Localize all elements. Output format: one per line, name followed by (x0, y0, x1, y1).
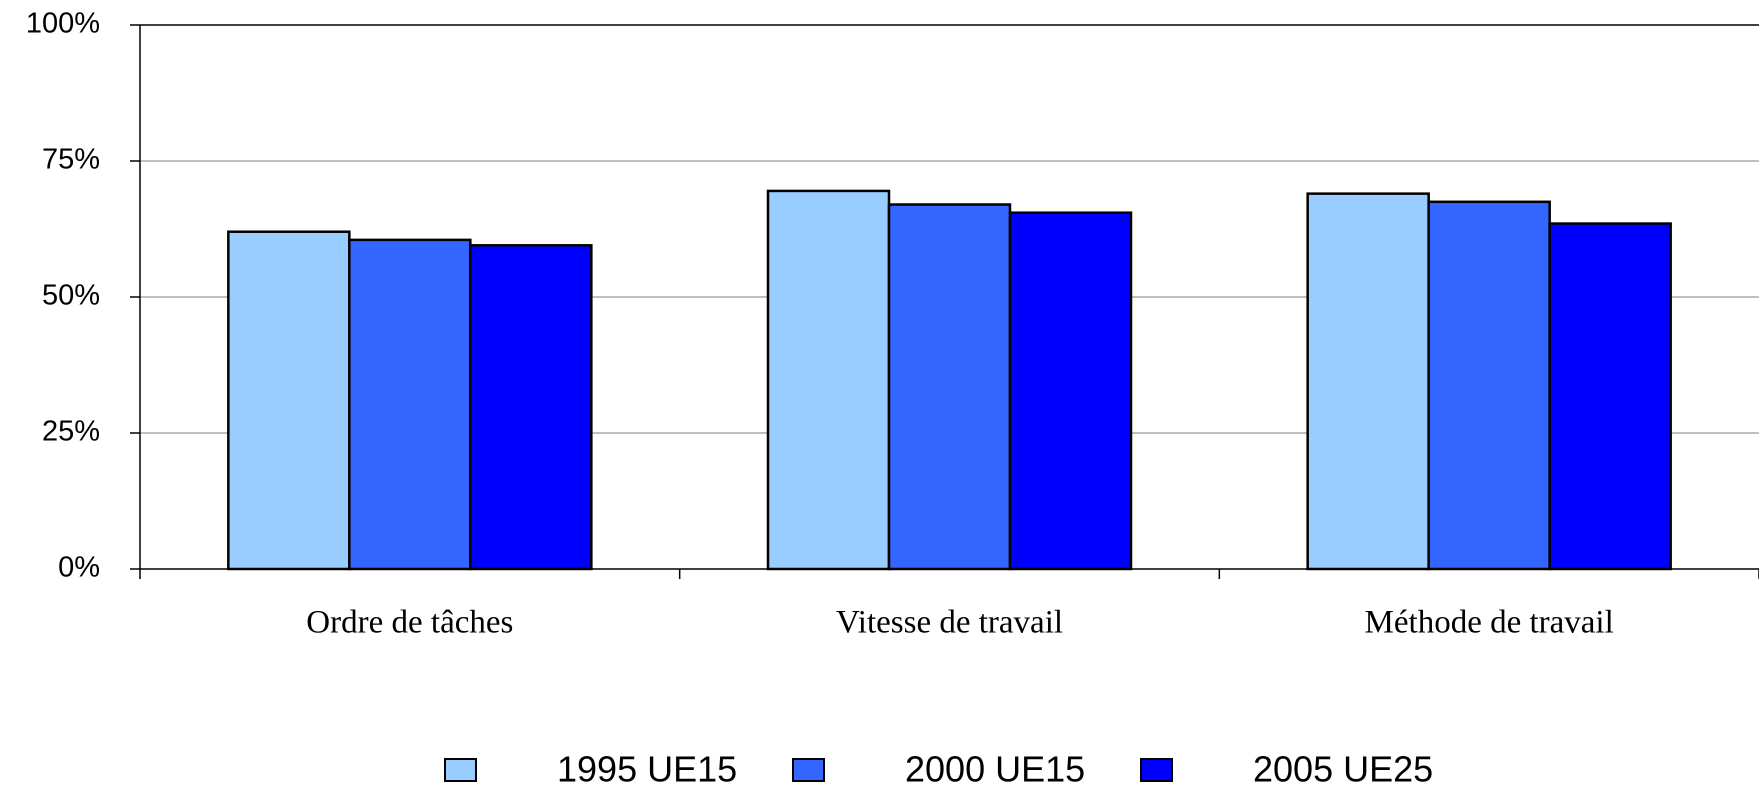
legend-label: 2005 UE25 (1253, 749, 1433, 789)
y-tick-label: 0% (58, 552, 100, 584)
legend-swatch (1140, 758, 1173, 782)
bar (1427, 200, 1551, 571)
bar (1008, 211, 1133, 571)
bar (887, 203, 1012, 571)
x-tick-label: Ordre de tâches (306, 605, 513, 641)
x-tick-label: Vitesse de travail (836, 605, 1063, 641)
y-tick-label: 100% (26, 8, 100, 40)
legend-label: 2000 UE15 (905, 749, 1085, 789)
bar (1306, 192, 1430, 571)
legend-label: 1995 UE15 (557, 749, 737, 789)
bar (766, 189, 891, 571)
bar (227, 230, 351, 571)
y-tick-label: 50% (42, 280, 100, 312)
y-tick-label: 25% (42, 416, 100, 448)
y-tick-label: 75% (42, 144, 100, 176)
legend-swatch (444, 758, 477, 782)
bar (348, 238, 472, 571)
legend-swatch (792, 758, 825, 782)
bar (469, 244, 593, 571)
x-tick-label: Méthode de travail (1365, 605, 1614, 641)
bar (1548, 222, 1672, 571)
